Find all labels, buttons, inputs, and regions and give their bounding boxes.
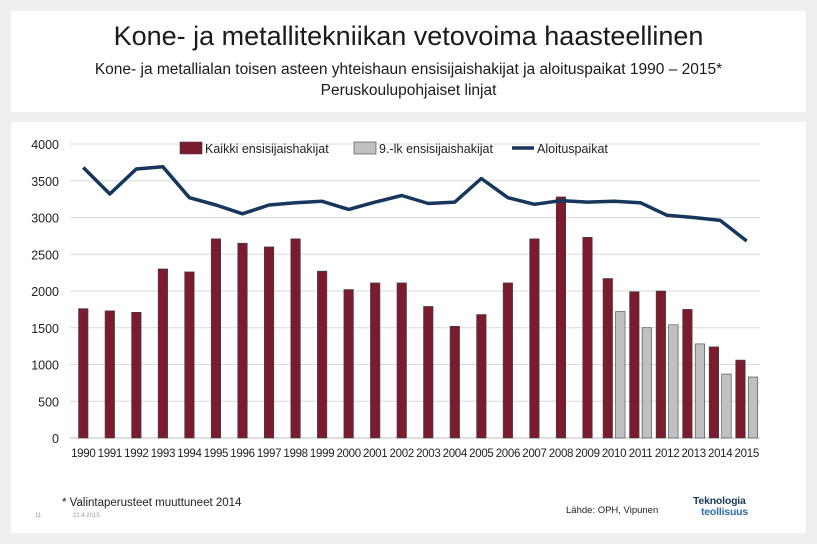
teknologiateollisuus-logo: Teknologia teollisuus bbox=[693, 496, 783, 518]
bar bbox=[694, 343, 705, 439]
bar bbox=[157, 268, 168, 439]
x-tick-label: 2012 bbox=[655, 448, 679, 460]
bar bbox=[131, 312, 142, 439]
legend-label: Kaikki ensisijaishakijat bbox=[205, 142, 329, 156]
x-tick-label: 2009 bbox=[575, 448, 599, 460]
bar bbox=[104, 310, 115, 439]
bar bbox=[735, 359, 746, 439]
x-tick-label: 2005 bbox=[469, 448, 493, 460]
bar bbox=[555, 196, 567, 439]
title-panel: Kone- ja metallitekniikan vetovoima haas… bbox=[11, 11, 806, 112]
bar bbox=[263, 246, 275, 439]
x-tick-label: 2002 bbox=[390, 448, 414, 460]
bar bbox=[708, 346, 719, 439]
slide-title: Kone- ja metallitekniikan vetovoima haas… bbox=[113, 21, 704, 51]
x-tick-label: 2004 bbox=[443, 448, 468, 460]
bar bbox=[184, 271, 195, 439]
y-tick-label: 3500 bbox=[31, 175, 59, 189]
x-tick-label: 2015 bbox=[735, 448, 759, 460]
bar bbox=[423, 306, 434, 439]
x-tick-label: 1992 bbox=[124, 448, 148, 460]
x-tick-label: 2010 bbox=[602, 448, 626, 460]
line-series bbox=[82, 165, 748, 243]
subtitle-line-2: Peruskoulupohjaiset linjat bbox=[320, 82, 497, 99]
x-tick-label: 2008 bbox=[549, 448, 573, 460]
y-tick-label: 1500 bbox=[31, 322, 59, 336]
bar bbox=[602, 278, 613, 439]
x-tick-label: 2000 bbox=[336, 448, 360, 460]
x-tick-label: 2007 bbox=[522, 448, 546, 460]
slide-subtitle: Kone- ja metallialan toisen asteen yhtei… bbox=[11, 59, 806, 101]
bar bbox=[668, 324, 679, 439]
x-tick-label: 1993 bbox=[151, 448, 175, 460]
x-tick-label: 1995 bbox=[204, 448, 228, 460]
x-tick-label: 2013 bbox=[681, 448, 705, 460]
slide-date: 21.4.2015 bbox=[73, 513, 100, 519]
x-tick-label: 2014 bbox=[708, 448, 733, 460]
x-tick-label: 1999 bbox=[310, 448, 334, 460]
bar bbox=[343, 289, 354, 439]
bar bbox=[721, 373, 732, 439]
bar bbox=[529, 238, 540, 439]
logo-line-1: Teknologia bbox=[693, 495, 746, 507]
bar bbox=[655, 290, 666, 439]
x-tick-label: 1998 bbox=[283, 448, 307, 460]
y-tick-label: 0 bbox=[52, 432, 59, 446]
bar bbox=[370, 282, 381, 439]
y-tick-label: 2000 bbox=[31, 285, 59, 299]
bar bbox=[502, 282, 513, 439]
footnote: * Valintaperusteet muuttuneet 2014 bbox=[62, 497, 242, 509]
x-tick-label: 1994 bbox=[177, 448, 202, 460]
bar bbox=[629, 291, 640, 439]
bar bbox=[582, 237, 593, 439]
page-number: 11 bbox=[35, 513, 42, 519]
y-tick-label: 4000 bbox=[31, 138, 59, 152]
bar bbox=[615, 311, 626, 439]
bar bbox=[449, 325, 460, 439]
y-tick-label: 1000 bbox=[31, 359, 59, 373]
x-tick-label: 1997 bbox=[257, 448, 281, 460]
x-tick-label: 1991 bbox=[98, 448, 122, 460]
x-tick-label: 2006 bbox=[496, 448, 520, 460]
y-tick-label: 3000 bbox=[31, 212, 59, 226]
legend-label: 9.-lk ensisijaishakijat bbox=[379, 142, 493, 156]
bar bbox=[290, 238, 301, 439]
bar bbox=[237, 242, 248, 439]
y-tick-label: 2500 bbox=[31, 248, 59, 262]
x-tick-label: 1990 bbox=[71, 448, 95, 460]
bar bbox=[641, 327, 652, 439]
x-tick-label: 1996 bbox=[230, 448, 254, 460]
source-note: Lähde: OPH, Vipunen bbox=[566, 505, 659, 516]
logo-line-2: teollisuus bbox=[701, 506, 749, 518]
y-tick-label: 500 bbox=[38, 395, 59, 409]
x-tick-label: 2003 bbox=[416, 448, 440, 460]
bar bbox=[476, 314, 487, 439]
subtitle-line-1: Kone- ja metallialan toisen asteen yhtei… bbox=[94, 61, 723, 78]
bar bbox=[78, 308, 89, 439]
bar bbox=[396, 282, 407, 439]
legend-swatch bbox=[179, 141, 203, 155]
x-tick-label: 2001 bbox=[363, 448, 387, 460]
bar bbox=[317, 270, 328, 439]
bar bbox=[747, 376, 759, 439]
bar bbox=[682, 309, 693, 439]
bar bbox=[210, 238, 222, 439]
legend-swatch bbox=[353, 141, 377, 155]
legend-label: Aloituspaikat bbox=[537, 142, 608, 156]
x-tick-label: 2011 bbox=[629, 448, 653, 460]
